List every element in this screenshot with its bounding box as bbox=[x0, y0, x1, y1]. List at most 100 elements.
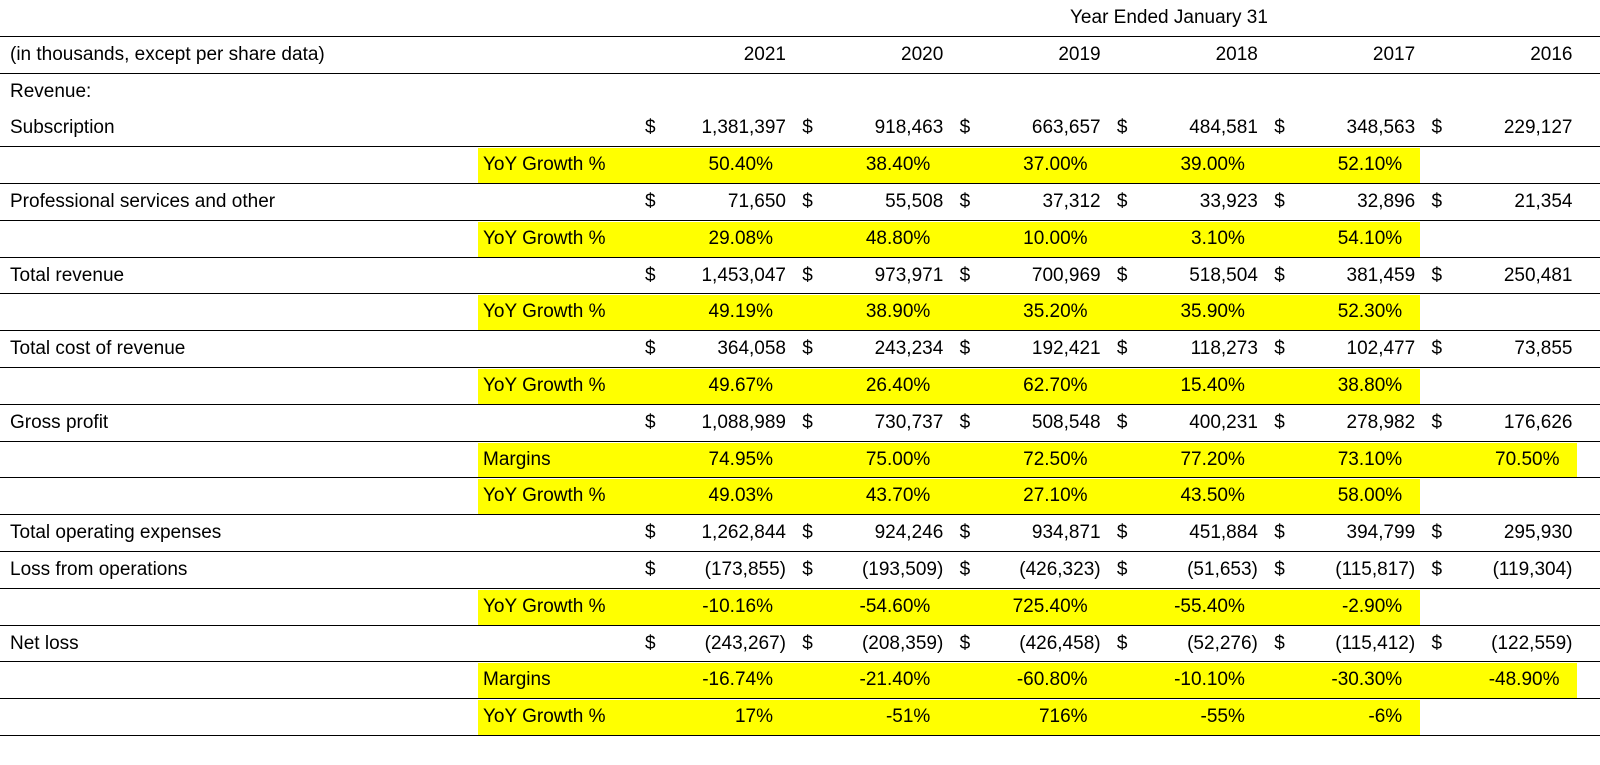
year-header: 2020 bbox=[901, 43, 944, 65]
row-rule bbox=[0, 587, 1600, 589]
currency-symbol: $ bbox=[1274, 117, 1285, 139]
currency-symbol: $ bbox=[1431, 632, 1443, 654]
percent-value: -55% bbox=[1200, 706, 1245, 728]
amount-value: 33,923 bbox=[1199, 191, 1258, 212]
percent-value: -10.10% bbox=[1174, 669, 1245, 691]
amount-value: (52,276) bbox=[1187, 632, 1258, 654]
row-label: Total revenue bbox=[10, 264, 125, 286]
percent-value: 52.30% bbox=[1337, 301, 1403, 323]
percent-value: -16.74% bbox=[702, 669, 773, 691]
row-rule bbox=[0, 256, 1600, 258]
amount-value: 37,312 bbox=[1042, 191, 1101, 212]
row-rule bbox=[0, 403, 1600, 405]
currency-symbol: $ bbox=[802, 117, 813, 139]
row-rule bbox=[0, 72, 1600, 74]
row-label: Subscription bbox=[10, 117, 115, 139]
currency-symbol: $ bbox=[1274, 559, 1285, 580]
percent-value: 17% bbox=[734, 706, 773, 728]
amount-value: 192,421 bbox=[1031, 338, 1101, 360]
row-rule bbox=[0, 698, 1600, 700]
percent-value: 38.40% bbox=[865, 154, 931, 176]
highlight bbox=[478, 663, 1577, 699]
amount-value: 21,354 bbox=[1514, 191, 1573, 212]
highlight bbox=[478, 221, 1420, 257]
amount-value: 348,563 bbox=[1346, 117, 1416, 139]
percent-value: 27.10% bbox=[1023, 485, 1088, 507]
percent-value: 72.50% bbox=[1023, 448, 1088, 470]
row-label: Total cost of revenue bbox=[10, 338, 186, 360]
amount-value: (115,412) bbox=[1335, 632, 1416, 654]
percent-value: 74.95% bbox=[708, 448, 773, 470]
amount-value: 918,463 bbox=[874, 117, 944, 139]
percent-value: 37.00% bbox=[1023, 154, 1088, 176]
percent-value: 43.50% bbox=[1180, 485, 1245, 507]
percent-value: 26.40% bbox=[865, 375, 931, 396]
percent-value: 58.00% bbox=[1337, 485, 1403, 507]
year-header: 2017 bbox=[1372, 43, 1416, 65]
percent-value: 49.03% bbox=[708, 485, 773, 507]
highlight bbox=[478, 589, 1420, 625]
amount-value: 102,477 bbox=[1346, 338, 1416, 360]
amount-value: 663,657 bbox=[1031, 117, 1101, 139]
percent-value: 3.10% bbox=[1191, 227, 1245, 249]
percent-value: -55.40% bbox=[1174, 595, 1245, 617]
year-header: 2021 bbox=[743, 43, 786, 65]
row-rule bbox=[0, 514, 1600, 516]
row-rule bbox=[0, 367, 1600, 368]
amount-value: 934,871 bbox=[1031, 522, 1101, 544]
units-label: (in thousands, except per share data) bbox=[10, 43, 325, 65]
currency-symbol: $ bbox=[645, 264, 656, 286]
currency-symbol: $ bbox=[1274, 632, 1285, 654]
percent-value: -51% bbox=[885, 706, 931, 728]
row-sublabel: YoY Growth % bbox=[483, 375, 606, 396]
currency-symbol: $ bbox=[802, 522, 813, 544]
row-sublabel: YoY Growth % bbox=[483, 595, 606, 617]
percent-value: 38.90% bbox=[865, 301, 931, 323]
row-label: Loss from operations bbox=[10, 559, 188, 580]
amount-value: 1,088,989 bbox=[701, 411, 786, 433]
period-header: Year Ended January 31 bbox=[1070, 7, 1268, 28]
currency-symbol: $ bbox=[802, 191, 813, 212]
percent-value: 725.40% bbox=[1012, 595, 1088, 617]
row-sublabel: YoY Growth % bbox=[483, 706, 606, 728]
amount-value: 243,234 bbox=[874, 338, 944, 360]
row-rule bbox=[0, 735, 1600, 736]
highlight bbox=[478, 442, 1577, 478]
percent-value: 10.00% bbox=[1023, 227, 1088, 249]
amount-value: (51,653) bbox=[1187, 559, 1258, 580]
percent-value: -2.90% bbox=[1341, 595, 1403, 617]
percent-value: 48.80% bbox=[865, 227, 931, 249]
currency-symbol: $ bbox=[959, 522, 971, 544]
percent-value: -54.60% bbox=[859, 595, 931, 617]
amount-value: (208,359) bbox=[861, 632, 944, 654]
currency-symbol: $ bbox=[1274, 411, 1285, 433]
currency-symbol: $ bbox=[959, 632, 971, 654]
currency-symbol: $ bbox=[1431, 191, 1443, 212]
row-rule bbox=[0, 661, 1600, 663]
currency-symbol: $ bbox=[802, 559, 813, 580]
row-rule bbox=[0, 624, 1600, 626]
row-rule bbox=[0, 330, 1600, 332]
currency-symbol: $ bbox=[959, 264, 971, 286]
row-rule bbox=[0, 477, 1600, 479]
percent-value: 62.70% bbox=[1023, 375, 1088, 396]
percent-value: 49.19% bbox=[708, 301, 773, 323]
currency-symbol: $ bbox=[1431, 264, 1443, 286]
row-sublabel: Margins bbox=[483, 448, 551, 470]
percent-value: 73.10% bbox=[1337, 448, 1403, 470]
highlight bbox=[478, 700, 1420, 736]
percent-value: 716% bbox=[1038, 706, 1088, 728]
amount-value: (243,267) bbox=[704, 632, 786, 654]
currency-symbol: $ bbox=[645, 117, 656, 139]
percent-value: -30.30% bbox=[1331, 669, 1403, 691]
year-header: 2016 bbox=[1530, 43, 1573, 65]
row-rule bbox=[0, 35, 1600, 37]
currency-symbol: $ bbox=[1116, 632, 1128, 654]
currency-symbol: $ bbox=[645, 338, 656, 360]
percent-value: 35.20% bbox=[1023, 301, 1088, 323]
amount-value: 973,971 bbox=[874, 264, 944, 286]
amount-value: 400,231 bbox=[1189, 411, 1258, 433]
currency-symbol: $ bbox=[959, 411, 971, 433]
row-rule bbox=[0, 183, 1600, 184]
